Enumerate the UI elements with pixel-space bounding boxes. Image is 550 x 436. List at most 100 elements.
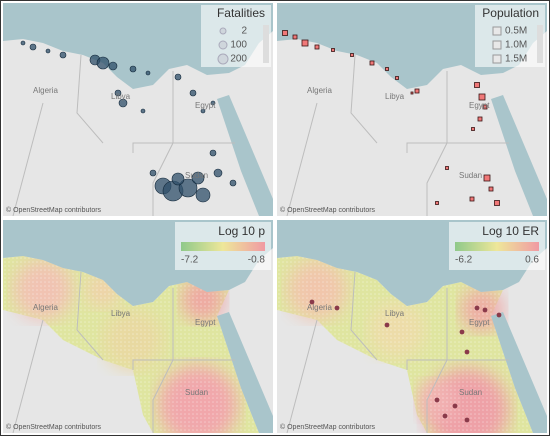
event-dot (129, 65, 137, 73)
country-label: Algeria (33, 303, 58, 312)
event-dot (210, 100, 216, 106)
city-square (292, 34, 298, 40)
legend-symbol (492, 26, 502, 36)
legend-label: 1.5M (505, 54, 527, 65)
red-sea (217, 312, 273, 433)
event-dot (59, 51, 67, 59)
city-square (477, 116, 483, 122)
er-marker (442, 413, 448, 419)
borders (286, 54, 509, 216)
map-panel: Algeria Libya Egypt Sudan © OpenStreetMap co… (3, 3, 273, 216)
event-dot (195, 187, 211, 203)
country-label: Sudan (185, 388, 208, 397)
country-label: Libya (111, 309, 131, 318)
attribution: © OpenStreetMap contributors (280, 423, 376, 431)
legend: Fatalities 2 100 200 (201, 5, 271, 67)
country-label: Algeria (33, 86, 58, 95)
legend-title: Log 10 p (218, 224, 265, 238)
country-label: Sudan (185, 171, 208, 180)
city-square (494, 200, 500, 206)
city-square (282, 30, 288, 36)
er-marker (464, 349, 470, 355)
map-panel: Algeria Libya Egypt Sudan © OpenStreetMap co… (277, 220, 547, 433)
er-marker (464, 417, 470, 423)
event-dot (45, 48, 51, 54)
legend-title: Log 10 ER (482, 224, 539, 238)
er-marker (474, 305, 480, 311)
event-dot (189, 89, 197, 97)
city-square (369, 60, 375, 66)
er-marker (384, 322, 390, 328)
red-sea (491, 95, 547, 216)
color-ramp (181, 242, 265, 251)
legend-label: -6.2 (455, 255, 473, 266)
country-label: Algeria (307, 86, 332, 95)
legend-scrollbar[interactable] (537, 25, 543, 63)
attribution: © OpenStreetMap contributors (6, 423, 102, 431)
legend-label: -0.8 (248, 255, 266, 266)
attribution: © OpenStreetMap contributors (280, 206, 376, 214)
city-square (478, 93, 486, 101)
legend: Log 10 p -7.2 -0.8 (175, 222, 271, 270)
event-dot (171, 172, 185, 186)
map-panel: Algeria Libya Egypt Sudan © OpenStreetMap co… (3, 220, 273, 433)
country-label: Algeria (307, 303, 332, 312)
country-label: Sudan (459, 171, 482, 180)
er-marker (434, 397, 440, 403)
legend-label: 0.5M (505, 26, 527, 37)
event-dot (174, 73, 182, 81)
city-square (331, 48, 335, 52)
legend-scrollbar[interactable] (263, 25, 269, 63)
event-dot (209, 149, 217, 157)
er-marker (496, 312, 502, 318)
er-marker (452, 403, 458, 409)
borders (12, 54, 235, 216)
city-square (385, 67, 389, 71)
city-square (301, 39, 309, 47)
red-sea (217, 95, 273, 216)
legend-symbol (492, 40, 502, 50)
event-dot (118, 98, 128, 108)
city-square (435, 201, 439, 205)
hex-texture (277, 256, 533, 433)
legend: Population 0.5M 1.0M 1.5M (475, 5, 545, 67)
legend-box (201, 5, 271, 67)
country-label: Egypt (469, 101, 490, 110)
country-label: Libya (111, 92, 131, 101)
city-square (350, 53, 354, 57)
event-dot (140, 108, 146, 114)
event-dot (20, 40, 26, 46)
map-panel: Algeria Libya Egypt Sudan © OpenStreetMap co… (277, 3, 547, 216)
city-square (471, 127, 475, 131)
legend-label: 200 (230, 54, 247, 65)
city-square (469, 196, 475, 202)
country-label: Libya (385, 92, 405, 101)
city-square (488, 186, 494, 192)
legend-title: Population (482, 6, 539, 20)
country-label: Libya (385, 309, 405, 318)
legend-title: Fatalities (217, 6, 265, 20)
legend: Log 10 ER -6.2 0.6 (449, 222, 545, 270)
borders (12, 271, 235, 433)
event-dot (108, 61, 118, 71)
event-dot (229, 179, 237, 187)
event-dot (191, 171, 205, 185)
event-dot (145, 70, 151, 76)
city-square (395, 76, 399, 80)
legend-label: 0.6 (525, 255, 539, 266)
country-label: Egypt (195, 101, 216, 110)
er-marker (459, 329, 465, 335)
legend-symbol (219, 27, 227, 35)
er-marker (482, 307, 488, 313)
legend-symbol (492, 54, 502, 64)
legend-symbol (217, 53, 229, 65)
hex-texture (3, 256, 259, 433)
event-dot (96, 56, 110, 70)
city-square (414, 88, 420, 94)
city-square (445, 166, 449, 170)
er-marker (334, 305, 340, 311)
event-dot (29, 43, 37, 51)
event-dot (213, 168, 223, 178)
